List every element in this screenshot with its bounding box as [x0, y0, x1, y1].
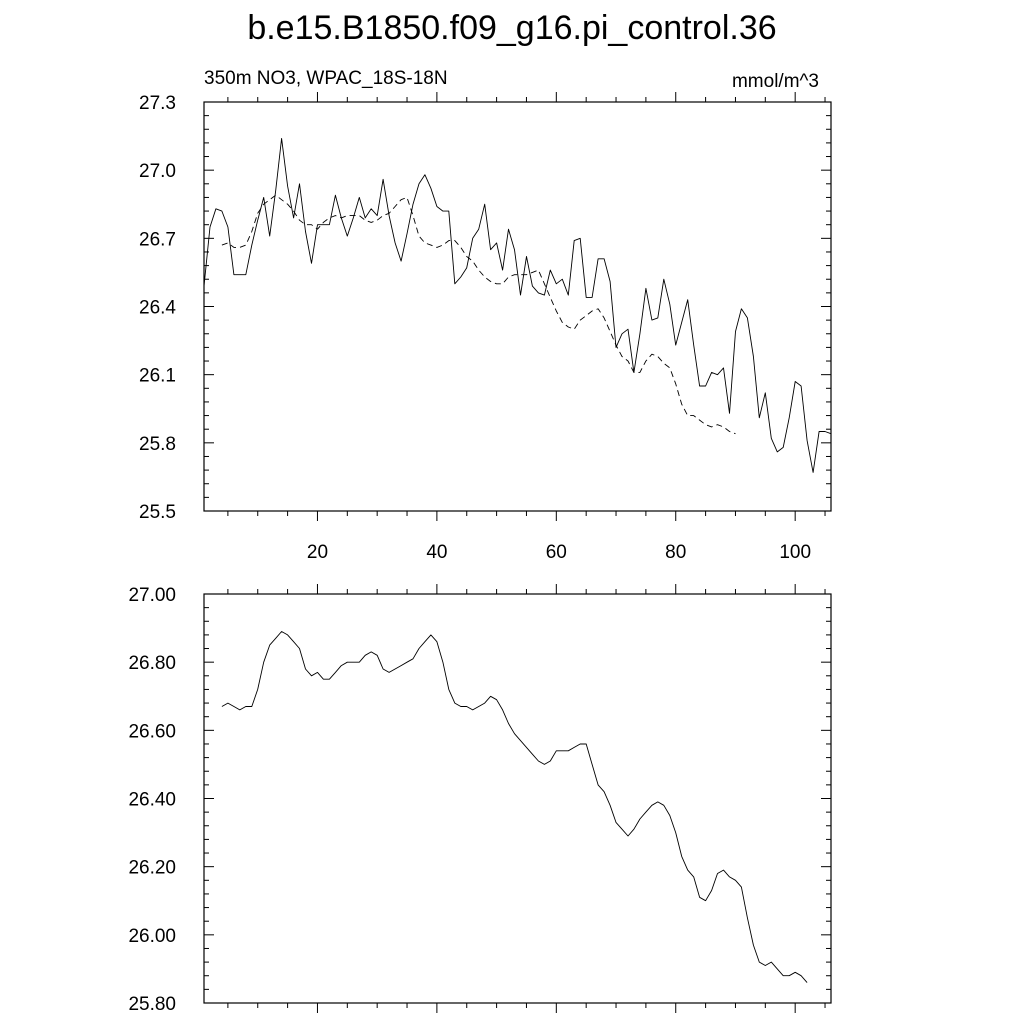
y-tick-label: 26.00: [128, 926, 176, 947]
plot-frame: [203, 101, 832, 512]
y-tick-label: 26.80: [128, 653, 176, 674]
plot-frame: [203, 593, 832, 1004]
top-panel-units-label: mmol/m^3: [732, 71, 819, 92]
y-tick-label: 25.80: [128, 994, 176, 1015]
x-tick-label: 60: [546, 542, 567, 563]
top-panel-left-label: 350m NO3, WPAC_18S-18N: [204, 68, 448, 89]
bottom-panel: 25.80 26.00 26.20 26.40 26.60 26.80 27.00: [128, 584, 832, 1015]
y-tick-label: 27.00: [128, 585, 176, 606]
y-tick-label: 25.5: [139, 502, 176, 523]
x-tick-label: 20: [307, 542, 328, 563]
series-line: [203, 137, 832, 473]
y-tick-label: 25.8: [139, 434, 176, 455]
y-tick-label: 26.4: [139, 298, 176, 319]
x-tick-label: 80: [665, 542, 686, 563]
x-tick-label: 40: [426, 542, 447, 563]
y-tick-label: 27.3: [139, 93, 176, 114]
series-line: [221, 631, 808, 983]
y-tick-label: 26.1: [139, 366, 176, 387]
chart-title: b.e15.B1850.f09_g16.pi_control.36: [247, 9, 776, 47]
y-tick-label: 26.40: [128, 790, 176, 811]
y-tick-label: 26.20: [128, 858, 176, 879]
smoothed-series-line: [221, 194, 736, 435]
x-tick-label: 100: [779, 542, 811, 563]
top-panel: 20 40 60 80 100 25.5 25.8 26.1 26.4 26.7 27.0 27.3: [139, 92, 832, 563]
y-tick-label: 26.7: [139, 229, 176, 250]
y-tick-label: 27.0: [139, 161, 176, 182]
y-tick-label: 26.60: [128, 721, 176, 742]
